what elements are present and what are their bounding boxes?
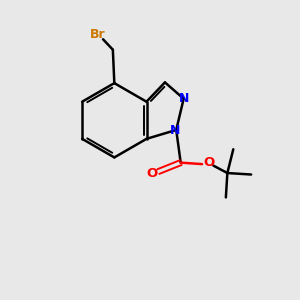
Text: Br: Br: [90, 28, 106, 41]
Text: O: O: [203, 156, 214, 169]
Text: O: O: [146, 167, 158, 179]
Text: N: N: [179, 92, 190, 105]
Text: N: N: [170, 124, 181, 137]
